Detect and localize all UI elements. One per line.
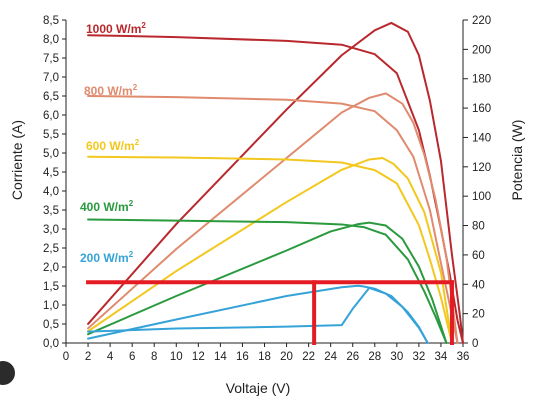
y-tick-label: 6,0 (43, 110, 59, 122)
y-tick-label: 4,0 (43, 186, 59, 198)
x-axis-title: Voltaje (V) (226, 380, 291, 396)
label-800: 800 W/m2 (84, 83, 138, 98)
label-1000-text: 1000 W/m (86, 22, 141, 36)
y-tick-label: 2,5 (43, 243, 59, 255)
label-600: 600 W/m2 (86, 138, 140, 153)
y-tick-label: 3,5 (43, 205, 59, 217)
pv-curve-200 (87, 284, 429, 344)
y2-tick-label: 60 (472, 250, 485, 262)
iv-curve-1000 (87, 34, 464, 344)
pv-curve-800 (87, 92, 459, 344)
label-200-sup: 2 (129, 250, 134, 259)
x-tick-label: 0 (63, 351, 69, 363)
y2-tick-label: 180 (472, 74, 491, 86)
y-tick-label: 8,0 (43, 34, 59, 46)
x-tick-label: 28 (368, 351, 381, 363)
x-tick-label: 6 (129, 351, 135, 363)
y-axis-left-title: Corriente (A) (9, 120, 25, 200)
y-tick-label: 1,5 (43, 281, 59, 293)
y-tick-label: 5,5 (43, 129, 59, 141)
x-tick-label: 20 (280, 351, 293, 363)
x-tick-label: 12 (192, 351, 205, 363)
x-tick-label: 4 (107, 351, 114, 363)
y-tick-label: 3,0 (43, 224, 59, 236)
y2-tick-label: 20 (472, 309, 485, 321)
label-600-sup: 2 (135, 138, 140, 147)
x-tick-label: 16 (236, 351, 249, 363)
label-200-text: 200 W/m (80, 251, 129, 265)
curves-layer (87, 21, 464, 344)
iv-curve-400 (87, 218, 448, 344)
y-tick-label: 6,5 (43, 91, 59, 103)
y-tick-label: 2,0 (43, 262, 59, 274)
label-1000-sup: 2 (141, 21, 146, 30)
x-tick-label: 26 (346, 351, 359, 363)
y-tick-label: 0,0 (43, 338, 59, 350)
label-400-text: 400 W/m (80, 200, 129, 214)
label-400-sup: 2 (129, 199, 134, 208)
y2-tick-label: 140 (472, 132, 491, 144)
y2-tick-label: 0 (472, 338, 478, 350)
annotations-layer (86, 280, 454, 345)
x-tick-label: 14 (214, 351, 227, 363)
x-tick-label: 10 (170, 351, 183, 363)
x-tick-label: 22 (302, 351, 315, 363)
x-tick-label: 36 (457, 351, 470, 363)
y2-tick-label: 120 (472, 162, 491, 174)
y2-tick-label: 160 (472, 103, 491, 115)
x-tick-label: 24 (324, 351, 337, 363)
label-400: 400 W/m2 (80, 199, 134, 214)
x-tick-label: 18 (258, 351, 271, 363)
corner-badge (0, 361, 15, 385)
label-800-sup: 2 (133, 83, 138, 92)
y-tick-label: 8,5 (43, 15, 59, 27)
iv-curve-800 (87, 95, 459, 344)
y2-tick-label: 100 (472, 191, 491, 203)
pv-curve-600 (87, 157, 453, 344)
y-tick-label: 5,0 (43, 148, 59, 160)
y-tick-label: 7,0 (43, 72, 59, 84)
y-tick-label: 4,5 (43, 167, 59, 179)
label-1000: 1000 W/m2 (86, 21, 146, 36)
pv-curve-1000 (87, 21, 464, 344)
label-600-text: 600 W/m (86, 139, 135, 153)
label-800-text: 800 W/m (84, 84, 133, 98)
x-tick-label: 30 (390, 351, 403, 363)
iv-curve-600 (87, 155, 453, 344)
x-tick-label: 2 (85, 351, 91, 363)
y-axis-right-title: Potencia (W) (509, 120, 525, 201)
ticks-layer: 0 2 4 6 8 10 12 14 16 18 20 22 24 26 28 30 32 34 360,00,51… (43, 15, 491, 363)
label-200: 200 W/m2 (80, 250, 134, 265)
x-tick-label: 8 (151, 351, 157, 363)
x-tick-label: 32 (412, 351, 425, 363)
pv-curve-400 (87, 221, 448, 344)
y-tick-label: 1,0 (43, 300, 59, 312)
x-tick-label: 34 (435, 351, 448, 363)
y-tick-label: 0,5 (43, 319, 59, 331)
y2-tick-label: 80 (472, 221, 485, 233)
y2-tick-label: 40 (472, 279, 485, 291)
y2-tick-label: 200 (472, 44, 491, 56)
y2-tick-label: 220 (472, 15, 491, 27)
y-tick-label: 7,5 (43, 53, 59, 65)
